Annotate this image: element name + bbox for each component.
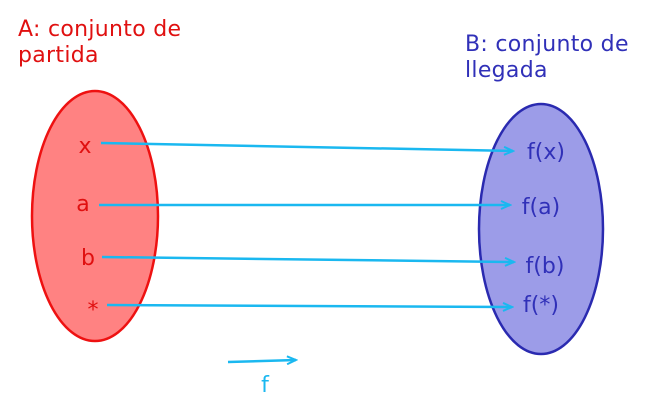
set-a-element-a: a (76, 192, 89, 217)
set-a-element-star: * (88, 298, 99, 323)
mapping-arrow-star (106, 305, 512, 307)
function-label: f (261, 373, 270, 398)
mapping-arrow-b (101, 255, 514, 262)
set-a-title-line2: partida (18, 43, 99, 68)
set-b-element-fa: f(a) (522, 195, 560, 220)
set-a-element-b: b (81, 246, 95, 271)
set-a-element-x: x (78, 134, 91, 159)
set-b-element-fb: f(b) (526, 254, 565, 279)
set-b-element-fstar: f(*) (523, 293, 559, 318)
set-a-title-line1: A: conjunto de (18, 17, 182, 42)
mapping-arrow-x (100, 141, 513, 151)
set-b-title-line1: B: conjunto de (465, 32, 629, 57)
set-b-title: B: conjunto de llegada (465, 32, 629, 84)
set-b-title-line2: llegada (465, 58, 548, 83)
function-arrow-icon (227, 360, 296, 362)
set-a-title: A: conjunto de partida (18, 17, 181, 69)
set-a-ellipse (30, 89, 160, 343)
set-b-ellipse (477, 102, 605, 356)
set-b-element-fx: f(x) (527, 140, 565, 165)
